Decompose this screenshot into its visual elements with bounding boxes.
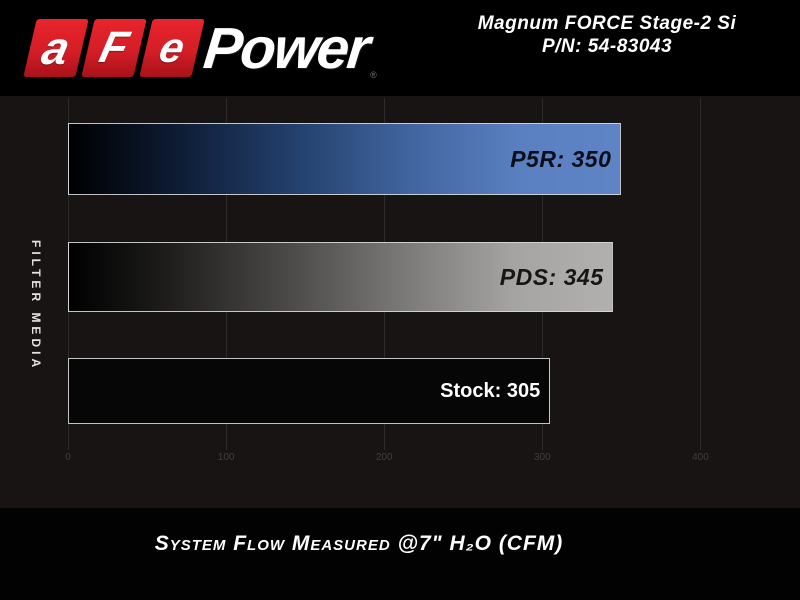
product-part-number: P/N: 54-83043	[541, 36, 673, 57]
x-tick-400: 400	[692, 452, 709, 463]
x-tick-200: 200	[375, 452, 393, 463]
bar-label-pds: PDS: 345	[499, 263, 604, 290]
x-tick-100: 100	[217, 452, 235, 463]
bar-label-stock: Stock: 305	[440, 379, 541, 402]
afe-power-logo: a F e Power ®	[20, 8, 377, 88]
x-tick-0: 0	[65, 452, 71, 463]
x-tick-300: 300	[533, 452, 551, 463]
footer-bar: System Flow Measured @7" H₂O (CFM)	[0, 508, 800, 600]
logo-letter-a: a	[37, 22, 75, 74]
plot-region: P5R: 350 PDS: 345 Stock: 305 0 100 200 3…	[65, 96, 789, 508]
logo-letter-e: e	[155, 24, 190, 71]
bar-stock: Stock: 305	[68, 358, 551, 424]
logo-tile-f: F	[81, 19, 147, 77]
logo-tile-e: e	[139, 19, 205, 77]
y-axis-label: FILTER MEDIA	[29, 240, 43, 372]
logo-letter-f: F	[95, 23, 134, 72]
product-name: Magnum FORCE Stage-2 Si	[477, 13, 737, 34]
product-title: Magnum FORCE Stage-2 Si P/N: 54-83043	[472, 12, 742, 58]
bar-pds: PDS: 345	[68, 242, 614, 312]
logo-tile-a: a	[23, 19, 89, 77]
logo-red-tiles: a F e	[23, 19, 205, 77]
logo-power-wordmark: Power	[200, 15, 372, 81]
bar-p5r: P5R: 350	[68, 123, 622, 195]
gridline-400	[700, 98, 702, 450]
chart-area: FILTER MEDIA P5R: 350 PDS: 345 Stock: 30…	[0, 96, 800, 508]
bar-label-p5r: P5R: 350	[510, 145, 612, 172]
header-bar: a F e Power ® Magnum FORCE Stage-2 Si P/…	[0, 0, 800, 96]
chart-caption: System Flow Measured @7" H₂O (CFM)	[154, 532, 564, 555]
registered-trademark-icon: ®	[370, 70, 377, 80]
